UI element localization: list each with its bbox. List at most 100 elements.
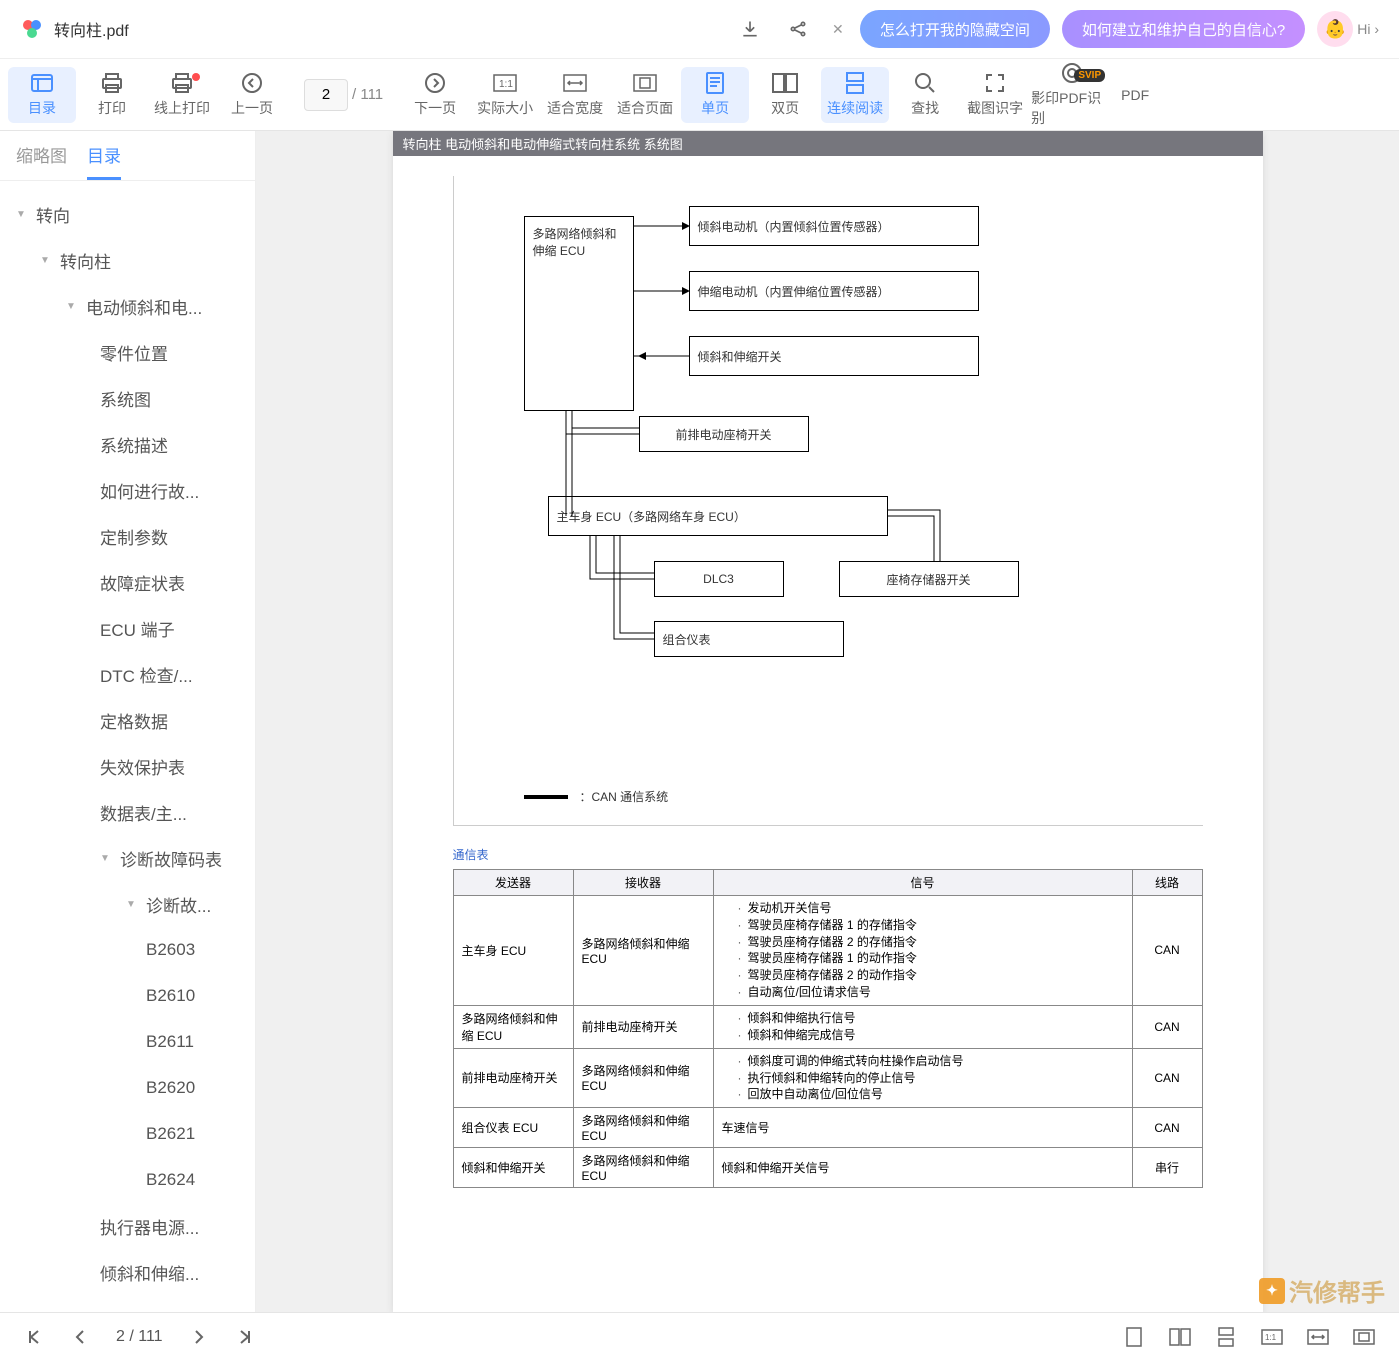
tree-item-label: 倾斜和伸缩... xyxy=(100,1260,199,1285)
tree-item-label: 定制参数 xyxy=(100,524,168,549)
svip-badge-icon: SVIP xyxy=(1074,69,1105,82)
tree-item[interactable]: 倾斜和伸缩... xyxy=(0,1249,255,1295)
svg-text:1:1: 1:1 xyxy=(1265,1333,1277,1342)
tree-item[interactable]: 定格数据 xyxy=(0,697,255,743)
toolbar: 目录 打印 线上打印 上一页 / 111 下一页 1:1实际大小 适合宽度 适合… xyxy=(0,59,1399,131)
view-fitwidth-icon[interactable] xyxy=(1307,1326,1329,1348)
prev-page-button[interactable]: 上一页 xyxy=(218,67,286,123)
view-single-icon[interactable] xyxy=(1123,1326,1145,1348)
titlebar: 转向柱.pdf ✕ 怎么打开我的隐藏空间 如何建立和维护自己的自信心? 👶 Hi… xyxy=(0,0,1399,59)
tree-item-label: B2610 xyxy=(146,986,195,1006)
double-page-button[interactable]: 双页 xyxy=(751,67,819,123)
fit-page-button[interactable]: 适合页面 xyxy=(611,67,679,123)
table-row: 倾斜和伸缩开关多路网络倾斜和伸缩 ECU倾斜和伸缩开关信号串行 xyxy=(453,1148,1202,1188)
next-page-button[interactable]: 下一页 xyxy=(401,67,469,123)
footer-nav-group: 2 / 111 xyxy=(24,1326,255,1348)
table-header: 信号 xyxy=(713,870,1132,896)
diagram-box-dlc3: DLC3 xyxy=(654,561,784,597)
diagram-box-seat-sw: 前排电动座椅开关 xyxy=(639,416,809,452)
tree-item[interactable]: ▼ 转向柱 xyxy=(0,237,255,283)
shadow-ocr-button[interactable]: SVIP影印PDF识别 xyxy=(1031,67,1113,123)
close-promo-button[interactable]: ✕ xyxy=(828,19,848,39)
tree-item[interactable]: 零件位置 xyxy=(0,329,255,375)
fit-width-button[interactable]: 适合宽度 xyxy=(541,67,609,123)
footer-prev-button[interactable] xyxy=(70,1326,92,1348)
tree-item[interactable]: ▼诊断故障码表 xyxy=(0,835,255,881)
svg-text:1:1: 1:1 xyxy=(499,79,513,90)
comm-table-title: 通信表 xyxy=(453,846,1203,863)
tree-item-label: 诊断故障码表 xyxy=(120,846,222,871)
outline-button[interactable]: 目录 xyxy=(8,67,76,123)
footer-next-button[interactable] xyxy=(187,1326,209,1348)
actual-size-button[interactable]: 1:1实际大小 xyxy=(471,67,539,123)
tree-item[interactable]: 故障症状表 xyxy=(0,559,255,605)
tree-item-label: 故障症状表 xyxy=(100,570,185,595)
download-button[interactable] xyxy=(732,11,768,47)
tree-item-label: 转向柱 xyxy=(60,248,111,273)
tree-item[interactable]: ECU 端子 xyxy=(0,605,255,651)
page-header: 转向柱 电动倾斜和电动伸缩式转向柱系统 系统图 xyxy=(393,131,1263,156)
system-diagram: 多路网络倾斜和伸缩 ECU 倾斜电动机（内置倾斜位置传感器） 伸缩电动机（内置伸… xyxy=(453,176,1203,826)
table-header: 发送器 xyxy=(453,870,573,896)
print-button[interactable]: 打印 xyxy=(78,67,146,123)
tree-item[interactable]: ▼转向 xyxy=(0,191,255,237)
tree-item-label: ECU 端子 xyxy=(100,616,175,641)
tree-item-label: 数据表/主... xyxy=(100,800,187,825)
tree-item[interactable]: DTC 检查/... xyxy=(0,651,255,697)
tree-item-label: DTC 检查/... xyxy=(100,662,193,687)
promo-button-1[interactable]: 怎么打开我的隐藏空间 xyxy=(860,10,1050,48)
avatar-badge[interactable]: 👶 Hi › xyxy=(1317,11,1379,47)
tree-item-label: 系统描述 xyxy=(100,432,168,457)
tree-item-label: B2603 xyxy=(146,940,195,960)
footer-page-label: 2 / 111 xyxy=(116,1328,163,1346)
find-button[interactable]: 查找 xyxy=(891,67,959,123)
pdf-extra-button[interactable]: PDF xyxy=(1115,67,1155,123)
last-page-button[interactable] xyxy=(233,1326,255,1348)
first-page-button[interactable] xyxy=(24,1326,46,1348)
view-continuous-icon[interactable] xyxy=(1215,1326,1237,1348)
promo-button-2[interactable]: 如何建立和维护自己的自信心? xyxy=(1062,10,1305,48)
tree-item[interactable]: B2603 xyxy=(0,927,255,973)
view-11-icon[interactable]: 1:1 xyxy=(1261,1326,1283,1348)
tree-item[interactable]: ▼诊断故... xyxy=(0,881,255,927)
tree-item-label: B2624 xyxy=(146,1170,195,1190)
tree-item-label: 如何进行故... xyxy=(100,478,199,503)
tree-item[interactable]: 失效保护表 xyxy=(0,743,255,789)
watermark: ✦汽修帮手 xyxy=(1259,1273,1385,1308)
tree-item[interactable]: B2621 xyxy=(0,1111,255,1157)
tree-item-label: 失效保护表 xyxy=(100,754,185,779)
content-area: 缩略图 目录 ▼转向 ▼ 转向柱 ▼电动倾斜和电...零件位置系统图系统描述如何进行故… xyxy=(0,131,1399,1312)
can-legend: ：CAN 通信系统 xyxy=(524,788,669,805)
tree-item[interactable]: 数据表/主... xyxy=(0,789,255,835)
can-line-icon xyxy=(524,795,568,799)
chevron-down-icon: ▼ xyxy=(126,898,138,910)
tree-item-label: 执行器电源... xyxy=(100,1214,199,1239)
tree-item[interactable]: B2620 xyxy=(0,1065,255,1111)
document-viewer[interactable]: 转向柱 电动倾斜和电动伸缩式转向柱系统 系统图 多路网络倾斜和伸缩 ECU 倾斜… xyxy=(256,131,1399,1312)
tab-thumbnails[interactable]: 缩略图 xyxy=(16,131,67,180)
diagram-box-tilt-motor: 倾斜电动机（内置倾斜位置传感器） xyxy=(689,206,979,246)
sidebar: 缩略图 目录 ▼转向 ▼ 转向柱 ▼电动倾斜和电...零件位置系统图系统描述如何进行故… xyxy=(0,131,256,1312)
tree-item[interactable]: B2610 xyxy=(0,973,255,1019)
tree-item[interactable]: 系统描述 xyxy=(0,421,255,467)
page-input[interactable] xyxy=(304,79,348,111)
tree-item[interactable]: 定制参数 xyxy=(0,513,255,559)
page-indicator: / 111 xyxy=(288,79,399,111)
online-print-button[interactable]: 线上打印 xyxy=(148,67,216,123)
tree-item-label: B2620 xyxy=(146,1078,195,1098)
diagram-box-mem: 座椅存储器开关 xyxy=(839,561,1019,597)
view-fitpage-icon[interactable] xyxy=(1353,1326,1375,1348)
screenshot-ocr-button[interactable]: 截图识字 xyxy=(961,67,1029,123)
share-button[interactable] xyxy=(780,11,816,47)
tree-item[interactable]: 如何进行故... xyxy=(0,467,255,513)
tree-item[interactable]: B2611 xyxy=(0,1019,255,1065)
tree-item[interactable]: ▼电动倾斜和电... xyxy=(0,283,255,329)
single-page-button[interactable]: 单页 xyxy=(681,67,749,123)
view-double-icon[interactable] xyxy=(1169,1326,1191,1348)
tree-item[interactable]: B2624 xyxy=(0,1157,255,1203)
tree-item[interactable]: 系统图 xyxy=(0,375,255,421)
chevron-down-icon: ▼ xyxy=(40,254,52,266)
tree-item[interactable]: 执行器电源... xyxy=(0,1203,255,1249)
tab-outline[interactable]: 目录 xyxy=(87,131,121,180)
continuous-button[interactable]: 连续阅读 xyxy=(821,67,889,123)
